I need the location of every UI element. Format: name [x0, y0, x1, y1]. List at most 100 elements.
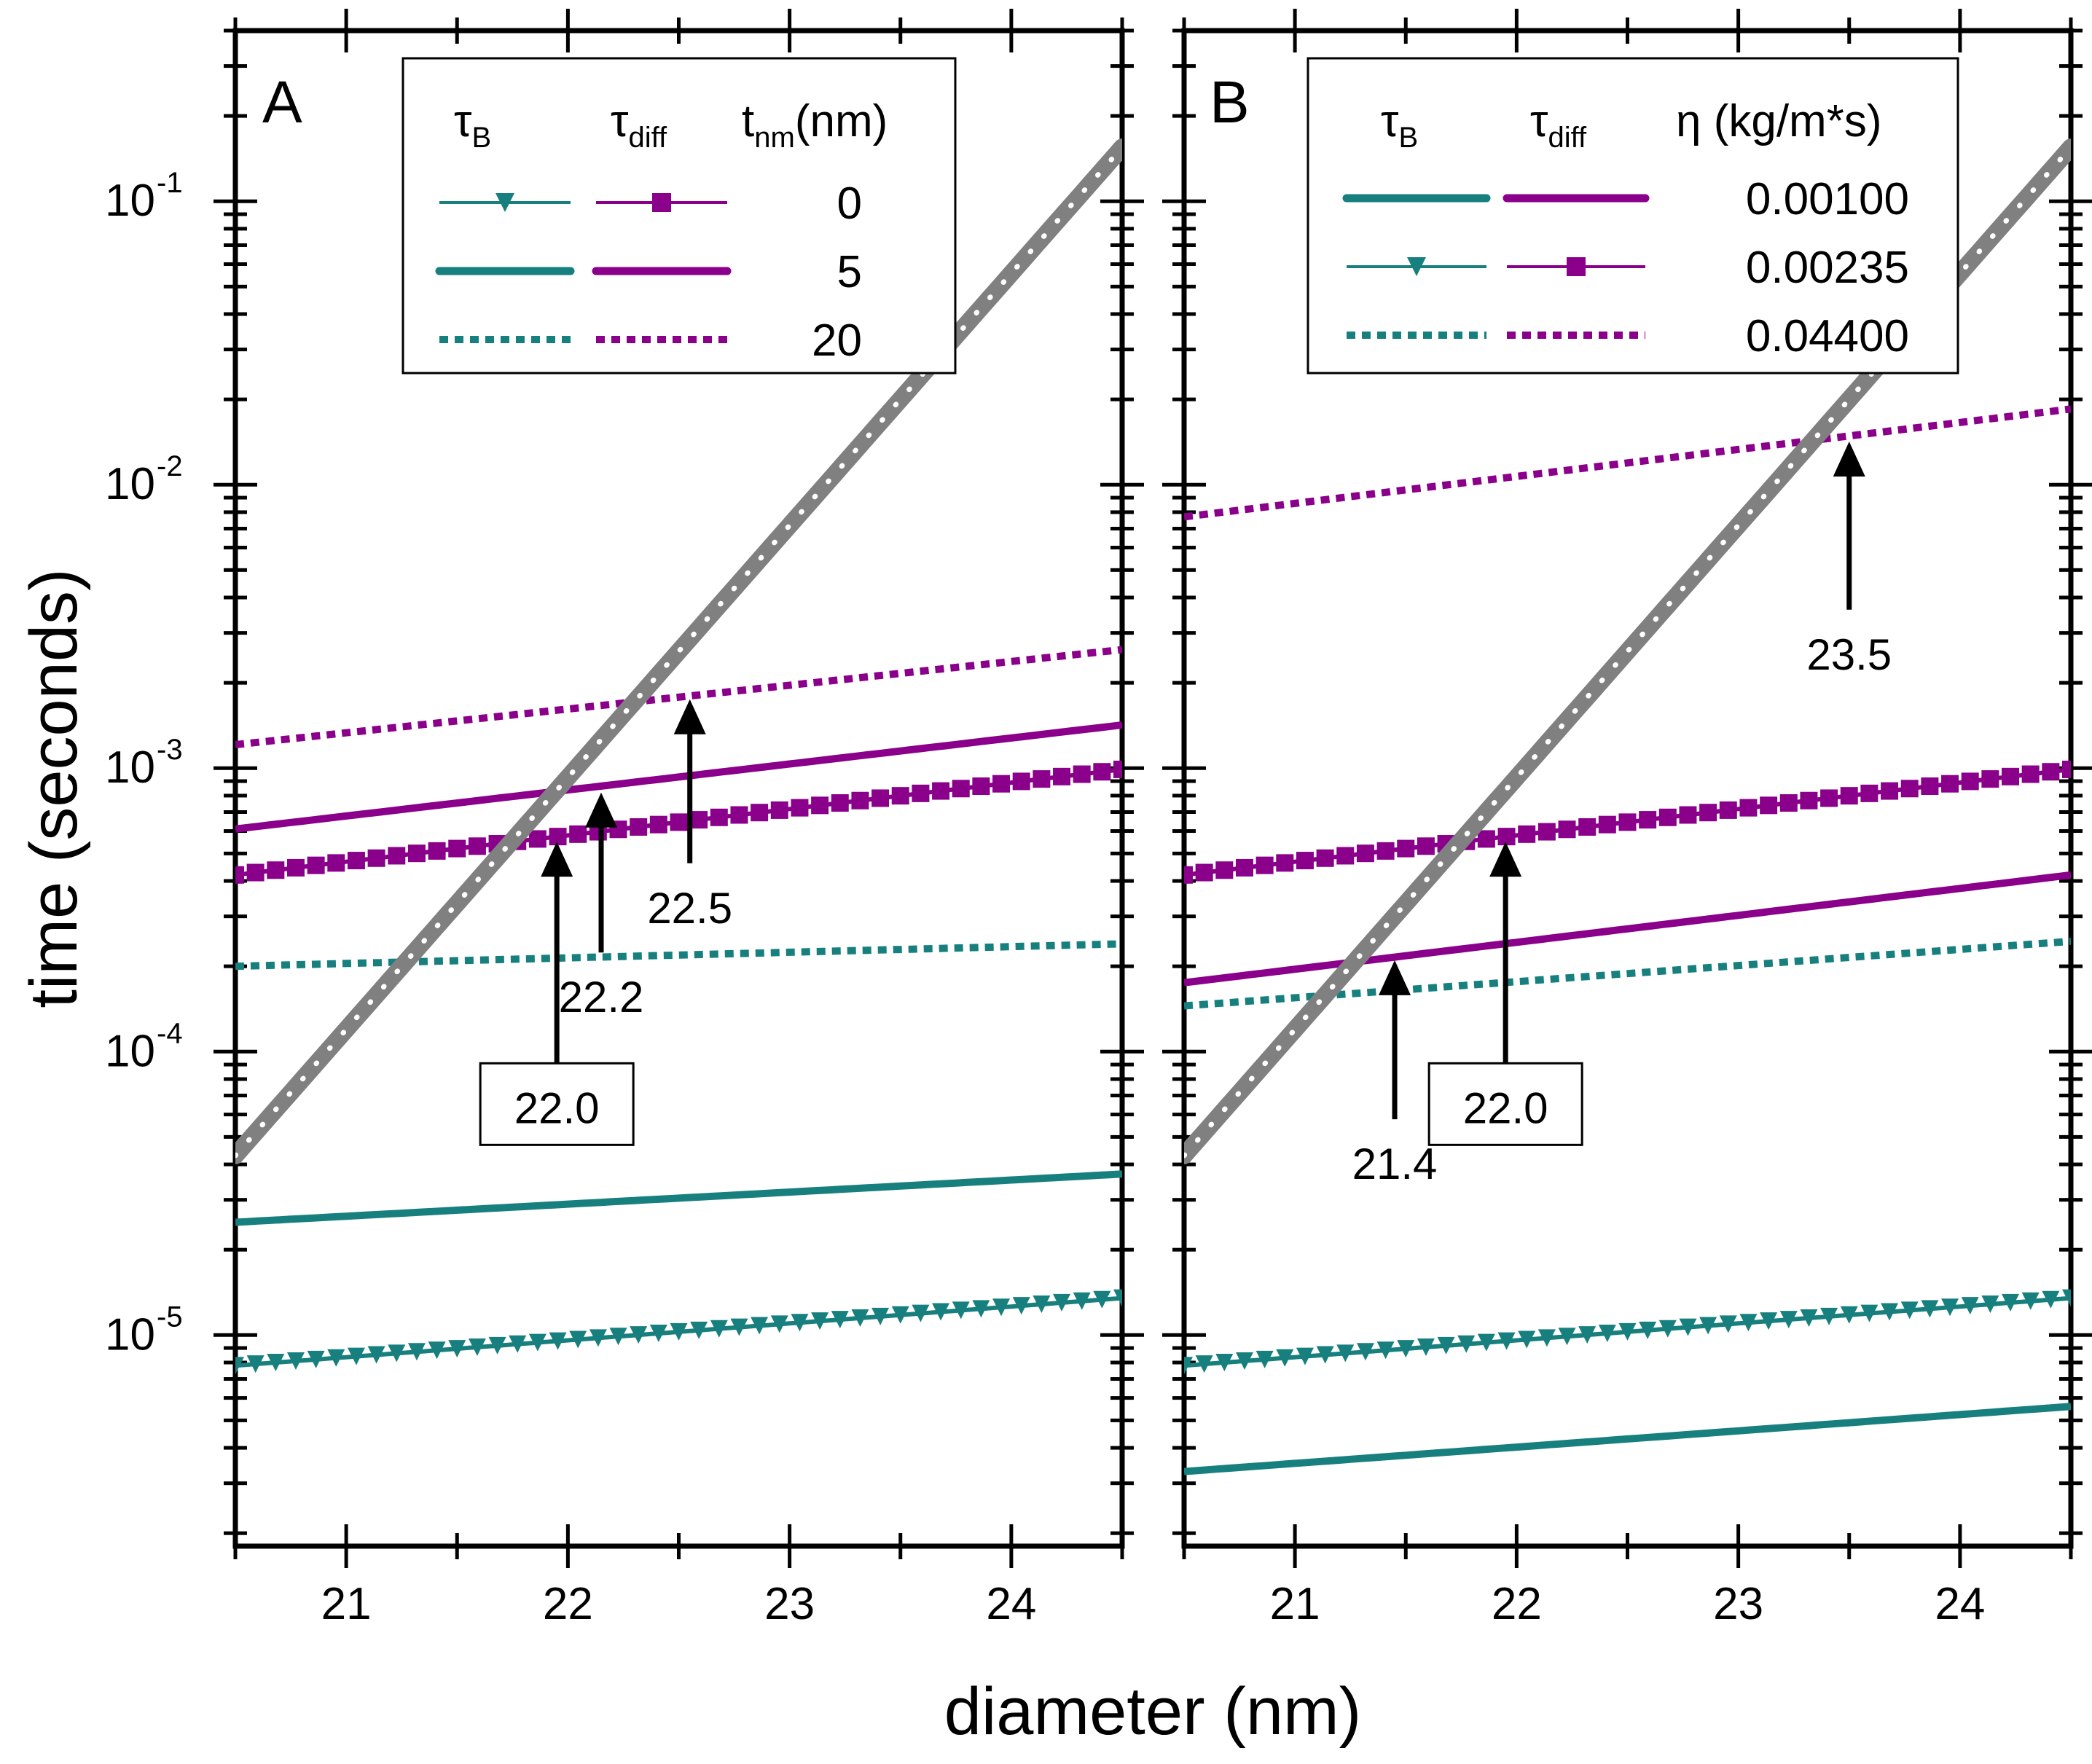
annotation-box — [479, 1062, 635, 1146]
series-marker — [630, 1326, 648, 1344]
series-marker — [448, 839, 466, 858]
series-marker — [1760, 1312, 1778, 1330]
series-marker — [992, 1298, 1011, 1317]
series-line-reference-dots — [235, 144, 1122, 1159]
series-marker — [1558, 1328, 1576, 1346]
legend-marker-tauDiff — [652, 193, 671, 212]
series-marker — [246, 1355, 265, 1373]
legend-rows: 0 5 20 — [435, 179, 862, 366]
series-marker — [851, 1309, 869, 1327]
series-marker — [528, 1333, 546, 1352]
series-marker — [1618, 813, 1637, 831]
series-marker — [2042, 1290, 2060, 1309]
series-line — [1184, 405, 2071, 521]
y-tick-exponent: -4 — [157, 1017, 183, 1049]
series-marker — [1941, 775, 1959, 793]
series-marker — [1113, 760, 1122, 778]
series-marker — [891, 787, 909, 805]
annotation-arrow-head — [541, 842, 573, 877]
series-marker — [649, 1325, 667, 1343]
series-marker — [1578, 818, 1597, 836]
series-marker — [891, 1306, 909, 1324]
series-marker — [730, 806, 748, 824]
series-marker — [246, 863, 265, 882]
series-line — [1184, 937, 2071, 1010]
series-marker — [1457, 1335, 1476, 1353]
series-marker — [1598, 1325, 1616, 1343]
legend-col-tau-diff: τdiff — [1530, 96, 1587, 154]
series-marker — [811, 1312, 829, 1330]
series-marker — [1800, 1309, 1818, 1327]
series-marker — [1820, 789, 1838, 807]
series-marker — [1881, 1303, 1899, 1321]
series-marker — [589, 1329, 607, 1347]
series-marker — [1900, 1301, 1919, 1320]
series-marker — [388, 847, 406, 865]
legend-param-header: tnm(nm) — [742, 96, 888, 154]
legend-param-value: 0.04400 — [1746, 311, 1909, 361]
series-line — [235, 760, 1122, 884]
series-marker — [2002, 1293, 2020, 1312]
series-marker — [428, 1341, 446, 1360]
series-line-tauB — [1184, 1403, 2071, 1475]
series-marker — [1699, 1317, 1717, 1335]
series-marker — [2021, 1292, 2040, 1310]
series-marker — [1417, 1338, 1435, 1356]
legend-row: 0.00100 — [1342, 174, 1909, 224]
legend-param-value: 0.00235 — [1746, 243, 1909, 293]
series-marker — [1376, 842, 1395, 860]
series-marker — [235, 1357, 244, 1375]
series-marker — [267, 861, 285, 879]
series-marker — [2021, 765, 2040, 783]
series-marker — [1658, 1320, 1677, 1338]
series-marker — [690, 811, 708, 829]
series-marker — [1900, 780, 1919, 798]
legend-marker-tauB — [1407, 257, 1426, 276]
series-marker — [649, 815, 667, 834]
series-marker — [831, 1311, 849, 1329]
series-marker — [509, 1335, 527, 1353]
series-marker — [1073, 765, 1091, 783]
series-line — [235, 138, 1122, 1164]
series-marker — [912, 784, 930, 802]
series-marker — [347, 852, 365, 870]
x-axis-title: diameter (nm) — [944, 1674, 1362, 1749]
series-marker — [1497, 828, 1516, 846]
annotation: 22.2 — [559, 792, 644, 1022]
y-tick-exponent: -5 — [157, 1301, 183, 1333]
annotation-label: 21.4 — [1352, 1140, 1438, 1188]
series-marker — [569, 825, 587, 843]
annotation: 21.4 — [1352, 960, 1438, 1188]
series-marker — [488, 1336, 506, 1355]
series-marker — [1093, 1290, 1111, 1309]
series-marker — [1820, 1307, 1838, 1325]
series-marker — [751, 804, 769, 822]
series-marker — [1316, 1346, 1334, 1364]
series-marker — [468, 837, 486, 855]
series-marker — [630, 818, 648, 836]
series-marker — [730, 1318, 748, 1336]
series-marker — [710, 1320, 728, 1338]
series-marker — [1437, 1336, 1455, 1355]
x-tick-label: 22 — [543, 1579, 593, 1629]
series-line-tauB — [235, 940, 1122, 971]
series-line-tauDiff — [235, 721, 1122, 833]
x-tick-label: 23 — [764, 1579, 815, 1629]
series-marker — [1537, 1329, 1556, 1347]
series-marker — [1981, 1295, 1999, 1314]
legend-param-value: 0.00100 — [1746, 174, 1909, 224]
annotation-arrow-head — [585, 792, 618, 828]
annotation-layer: 22.0 22.222.5 — [479, 699, 732, 1146]
series-line — [235, 940, 1122, 971]
series-marker — [1719, 801, 1737, 819]
series-marker — [952, 1301, 970, 1320]
panel-letter: A — [262, 69, 302, 136]
series-marker — [1760, 796, 1778, 815]
series-marker — [1477, 1333, 1495, 1352]
annotation-label: 22.2 — [559, 973, 644, 1022]
series-marker — [1012, 1297, 1030, 1315]
y-axis-title: time (seconds) — [17, 568, 91, 1008]
y-tick-label: 10 — [105, 1309, 155, 1360]
